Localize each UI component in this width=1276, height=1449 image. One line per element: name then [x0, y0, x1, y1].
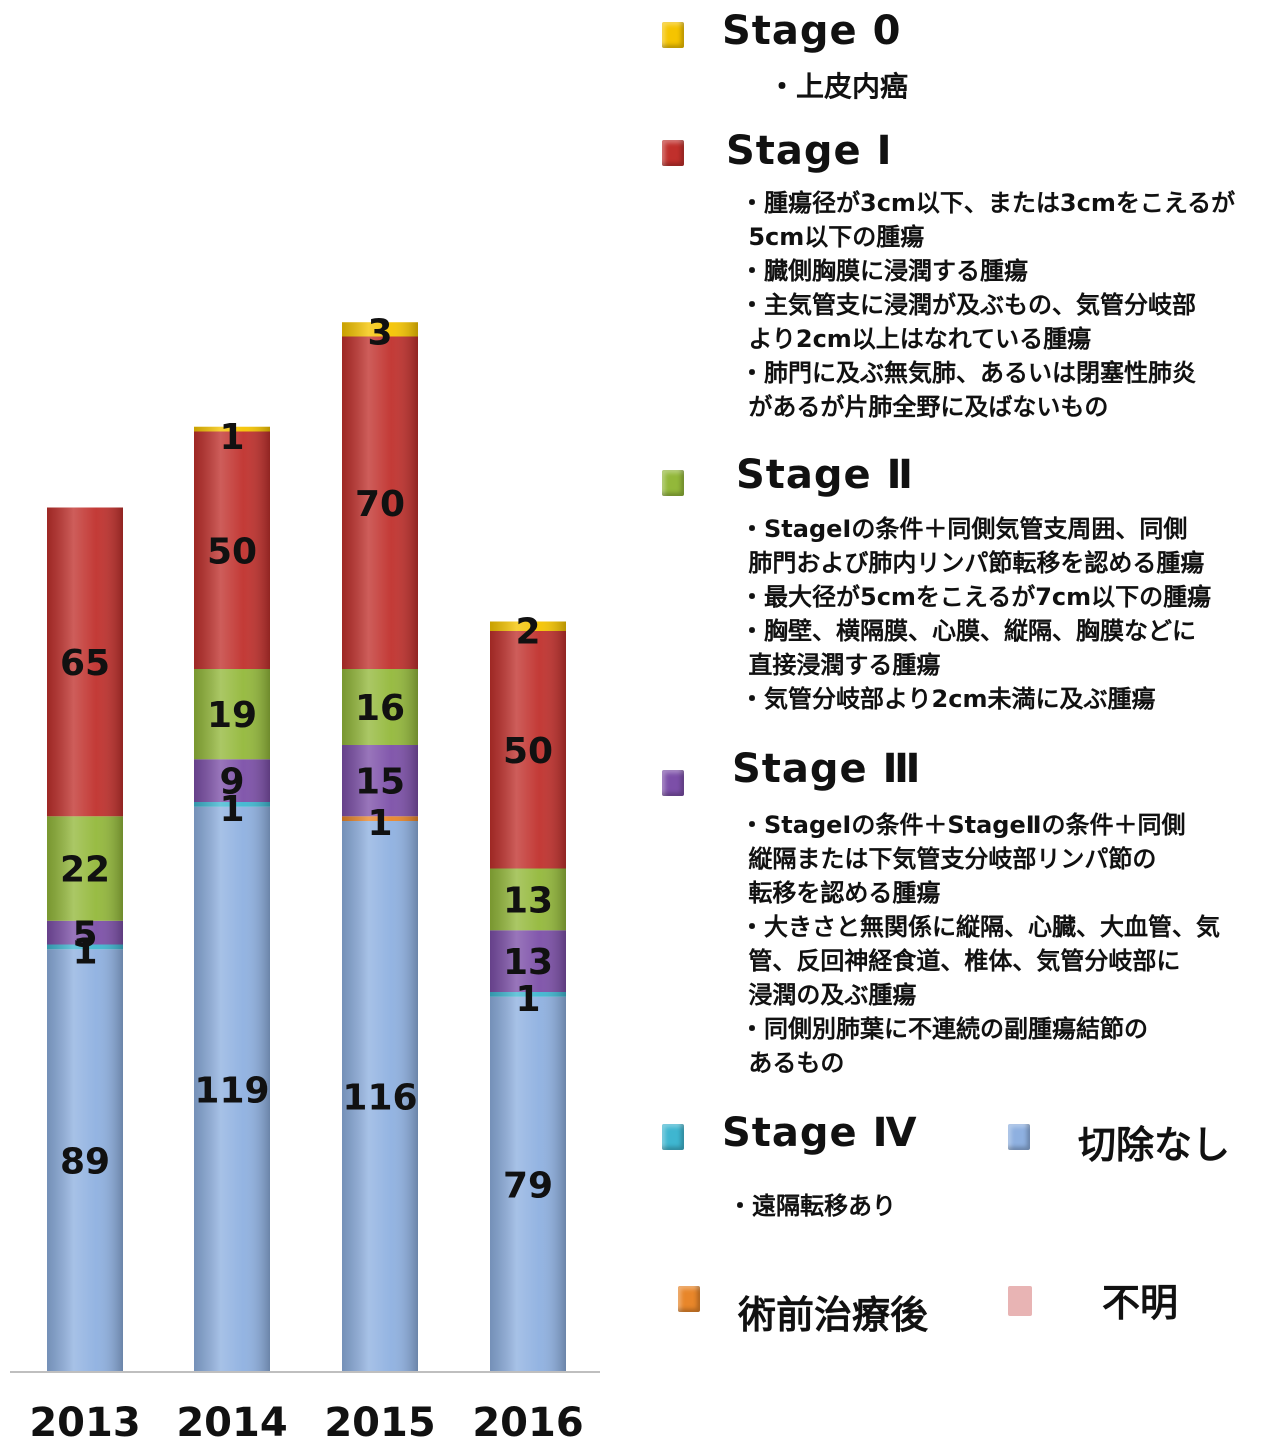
- data-label-2014: 1: [219, 417, 244, 458]
- legend-title-stage-4: Stage Ⅳ: [722, 1110, 918, 1156]
- bar-shine: [194, 669, 270, 760]
- bar-shine: [490, 621, 566, 631]
- data-label-2013: 1: [72, 931, 97, 972]
- bar-shine: [342, 816, 418, 821]
- legend-swatch-post-neoadjuvant: [678, 1286, 700, 1312]
- data-label-2016: 79: [503, 1165, 553, 1206]
- stacked-bar-chart: 891522651191919501116115167037911313502 …: [10, 312, 600, 1446]
- data-label-2016: 2: [515, 612, 540, 653]
- data-label-2016: 50: [503, 731, 553, 772]
- bar-shine: [490, 992, 566, 997]
- legend-desc-stage-3: ・StageⅠの条件＋StageⅡの条件＋同側 縦隔または下気管支分岐部リンパ節…: [740, 808, 1220, 1080]
- legend-desc-item: ・最大径が5cmをこえるが7cm以下の腫瘍: [740, 583, 1212, 611]
- data-label-2013: 5: [72, 915, 97, 956]
- legend-desc-item: ・StageⅠの条件＋StageⅡの条件＋同側 縦隔または下気管支分岐部リンパ節…: [740, 811, 1186, 907]
- legend-swatch-no-resection: [1008, 1124, 1030, 1150]
- data-label-2015: 3: [367, 312, 392, 353]
- bar-shine: [47, 949, 123, 1372]
- bar-shine: [194, 426, 270, 432]
- legend-desc-item: ・大きさと無関係に縦隔、心臓、大血管、気 管、反回神経食道、椎体、気管分岐部に …: [740, 913, 1220, 1009]
- legend-title-stage-3: Stage Ⅲ: [732, 746, 922, 792]
- bar-shine: [47, 944, 123, 950]
- data-label-2015: 15: [355, 762, 405, 803]
- bar-shine: [342, 322, 418, 337]
- x-tick-label-2015: 2015: [324, 1400, 435, 1446]
- bar-shine: [490, 996, 566, 1372]
- bar-shine: [47, 816, 123, 921]
- bar-shine: [342, 669, 418, 745]
- legend-desc-item: ・同側別肺葉に不連続の副腫瘍結節の あるもの: [740, 1015, 1148, 1077]
- legend-swatch-unknown: [1008, 1286, 1032, 1316]
- data-label-2014: 50: [207, 531, 257, 572]
- legend-title-stage-0: Stage 0: [722, 8, 902, 54]
- legend-desc-item: ・肺門に及ぶ無気肺、あるいは閉塞性肺炎 があるが片肺全野に及ばないもの: [740, 359, 1196, 421]
- legend-swatch-stage-4: [662, 1124, 684, 1150]
- data-label-2014: 1: [219, 789, 244, 830]
- bar-shine: [194, 431, 270, 669]
- data-label-2013: 22: [60, 850, 110, 891]
- data-label-2015: 16: [355, 688, 405, 729]
- legend-desc-item: ・主気管支に浸潤が及ぶもの、気管分岐部 より2cm以上はなれている腫瘍: [740, 291, 1196, 353]
- legend-desc-item: ・腫瘍径が3cm以下、または3cmをこえるが 5cm以下の腫瘍: [740, 189, 1236, 251]
- data-label-2016: 13: [503, 942, 553, 983]
- legend-desc-stage-0: ・上皮内癌: [768, 70, 908, 104]
- legend-desc-stage-4: ・遠隔転移あり: [728, 1192, 896, 1220]
- legend-desc-stage-2: ・StageⅠの条件＋同側気管支周囲、同側 肺門および肺内リンパ節転移を認める腫…: [740, 512, 1211, 716]
- data-label-2015: 116: [342, 1078, 417, 1119]
- data-label-2015: 70: [355, 484, 405, 525]
- legend: Stage 0 ・上皮内癌 Stage Ⅰ ・腫瘍径が3cm以下、または3cmを…: [640, 0, 1276, 1449]
- bar-shine: [47, 507, 123, 817]
- bar-shine: [490, 868, 566, 931]
- legend-swatch-stage-0: [662, 22, 684, 48]
- data-label-2014: 119: [194, 1070, 269, 1111]
- bar-shine: [490, 631, 566, 869]
- legend-swatch-stage-2: [662, 470, 684, 496]
- bar-shine: [194, 802, 270, 807]
- legend-desc-item: ・臓側胸膜に浸潤する腫瘍: [740, 257, 1028, 285]
- bar-shine: [342, 336, 418, 669]
- x-tick-label-2014: 2014: [176, 1400, 287, 1446]
- bar-shine: [194, 806, 270, 1372]
- bar-shine: [490, 930, 566, 992]
- data-label-2014: 9: [219, 762, 244, 803]
- legend-desc-item: ・胸壁、横隔膜、心膜、縦隔、胸膜などに 直接浸潤する腫瘍: [740, 617, 1196, 679]
- bar-shine: [342, 745, 418, 817]
- legend-desc-stage-1: ・腫瘍径が3cm以下、または3cmをこえるが 5cm以下の腫瘍 ・臓側胸膜に浸潤…: [740, 186, 1235, 424]
- data-label-2014: 19: [207, 695, 257, 736]
- bar-shine: [194, 759, 270, 802]
- bar-shine: [342, 821, 418, 1372]
- data-label-2013: 89: [60, 1142, 110, 1183]
- legend-title-stage-1: Stage Ⅰ: [726, 128, 893, 174]
- x-tick-label-2016: 2016: [472, 1400, 583, 1446]
- legend-desc-item: ・上皮内癌: [768, 70, 909, 103]
- legend-desc-item: ・気管分岐部より2cm未満に及ぶ腫瘍: [740, 685, 1156, 713]
- legend-title-no-resection: 切除なし: [1078, 1123, 1231, 1167]
- data-label-2013: 65: [60, 643, 110, 684]
- bar-shine: [47, 920, 123, 945]
- legend-swatch-stage-1: [662, 140, 684, 166]
- legend-desc-item: ・StageⅠの条件＋同側気管支周囲、同側 肺門および肺内リンパ節転移を認める腫…: [740, 515, 1205, 577]
- legend-title-unknown: 不明: [1102, 1281, 1179, 1325]
- legend-swatch-stage-3: [662, 770, 684, 796]
- legend-title-stage-2: Stage Ⅱ: [736, 452, 914, 498]
- legend-title-post-neoadjuvant: 術前治療後: [738, 1293, 929, 1337]
- data-label-2016: 1: [515, 979, 540, 1020]
- data-label-2015: 1: [367, 803, 392, 844]
- data-label-2016: 13: [503, 880, 553, 921]
- x-tick-label-2013: 2013: [29, 1400, 140, 1446]
